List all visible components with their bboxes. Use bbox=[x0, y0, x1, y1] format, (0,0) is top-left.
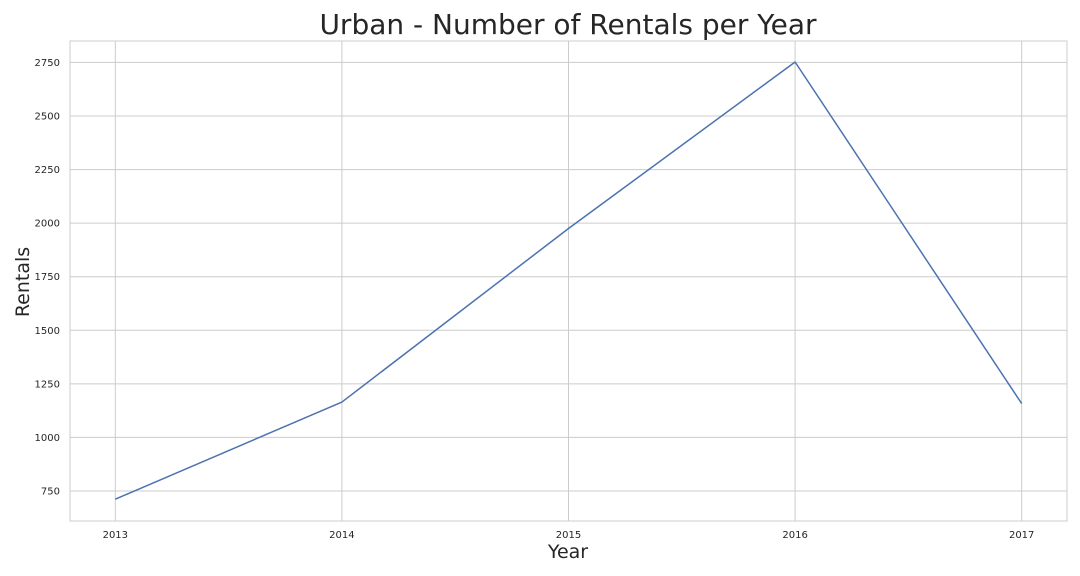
y-axis-ticks: 750 1000 1250 1500 1750 2000 2250 2500 2750 bbox=[35, 58, 60, 498]
x-axis-ticks: 2013 2014 2015 2016 2017 bbox=[103, 530, 1035, 541]
series-layer bbox=[115, 61, 1023, 500]
y-tick-label: 2250 bbox=[35, 165, 60, 176]
chart-title: Urban - Number of Rentals per Year bbox=[319, 8, 817, 41]
x-tick-label: 2015 bbox=[556, 530, 581, 541]
y-tick-label: 1500 bbox=[35, 326, 60, 337]
y-axis-label: Rentals bbox=[12, 247, 34, 317]
x-tick-label: 2014 bbox=[329, 530, 354, 541]
x-axis-label: Year bbox=[547, 541, 588, 563]
y-tick-label: 1250 bbox=[35, 379, 60, 390]
x-tick-label: 2017 bbox=[1009, 530, 1034, 541]
y-tick-label: 750 bbox=[41, 487, 60, 498]
y-tick-label: 1750 bbox=[35, 272, 60, 283]
series-line bbox=[115, 61, 1023, 500]
y-tick-label: 2750 bbox=[35, 58, 60, 69]
grid bbox=[70, 41, 1067, 521]
x-tick-label: 2013 bbox=[103, 530, 128, 541]
y-tick-label: 1000 bbox=[35, 433, 60, 444]
y-tick-label: 2500 bbox=[35, 112, 60, 123]
y-tick-label: 2000 bbox=[35, 219, 60, 230]
x-tick-label: 2016 bbox=[782, 530, 807, 541]
plot-area bbox=[69, 40, 1068, 522]
